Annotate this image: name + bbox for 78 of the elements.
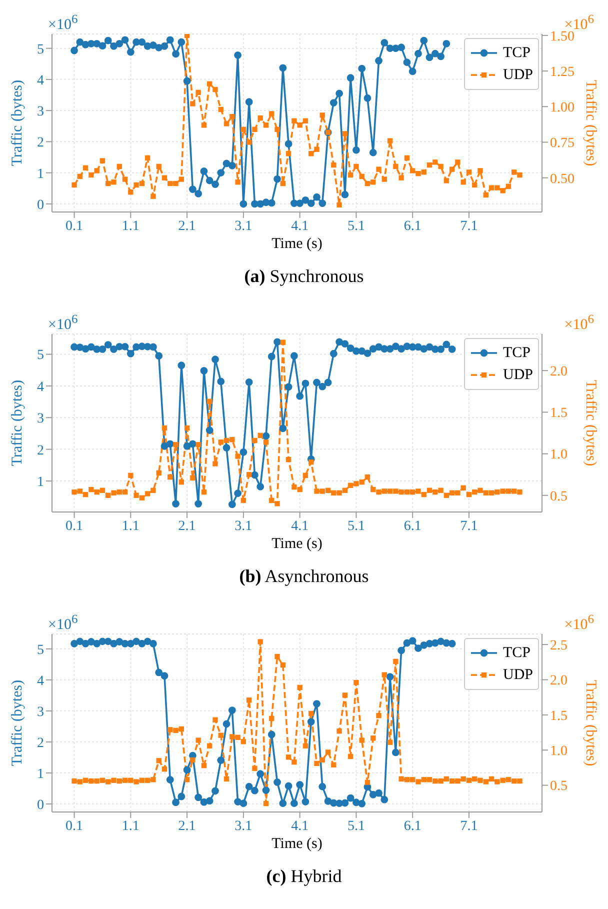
y-axis-title: Traffic (bytes)	[10, 680, 26, 766]
y-tick-label: 3	[37, 104, 44, 120]
y2-tick-label: 1.0	[550, 744, 568, 760]
x-tick-label: 6.1	[404, 218, 422, 234]
x-tick-label: 0.1	[66, 218, 84, 234]
y-tick-label: 5	[37, 42, 44, 58]
text: ×10$^{6}$	[48, 612, 78, 634]
x-axis-title: Time (s)	[270, 236, 324, 253]
y-tick-label: 4	[37, 380, 44, 395]
y-tick-label: 0	[37, 798, 44, 813]
text: (c) Hybrid	[265, 866, 343, 887]
y2-tick-label: 0.50	[550, 172, 574, 187]
y2-tick-label: 1.5	[550, 406, 568, 422]
x-tick-label: 3.1	[234, 518, 252, 534]
y2-tick-label: 1.25	[550, 64, 574, 80]
y-tick-label: 5	[37, 348, 44, 364]
text: ×10$^{6}$	[48, 312, 78, 334]
y-tick-label: 2	[37, 443, 44, 458]
y2-tick-label: 1.00	[550, 100, 574, 116]
legend-label: UDP	[502, 666, 533, 684]
y-tick-label: 0	[37, 198, 44, 213]
x-tick-label: 4.1	[291, 218, 309, 234]
x-tick-label: 3.1	[234, 218, 252, 234]
y2-tick-label: 2.5	[550, 638, 568, 654]
x-tick-label: 1.1	[122, 218, 140, 234]
text: ×10$^{6}$	[564, 612, 594, 634]
y-tick-label: 2	[37, 136, 44, 151]
y2-tick-label: 1.50	[550, 29, 574, 44]
text: (a) Synchronous	[243, 266, 365, 287]
x-tick-label: 0.1	[66, 818, 84, 834]
y2-axis-title: Traffic (bytes)	[582, 380, 598, 466]
legend-label: TCP	[502, 44, 530, 62]
y2-axis-title: Traffic (bytes)	[582, 80, 598, 166]
legend-label: TCP	[502, 644, 530, 662]
x-axis-title: Time (s)	[270, 536, 324, 553]
x-tick-label: 5.1	[347, 818, 365, 834]
y-axis-title: Traffic (bytes)	[10, 80, 26, 166]
legend-label: TCP	[502, 344, 530, 362]
y2-tick-label: 1.5	[550, 708, 568, 724]
text: (b) Asynchronous	[238, 566, 370, 587]
x-tick-label: 5.1	[347, 218, 365, 234]
x-tick-label: 2.1	[178, 818, 196, 834]
y-tick-label: 3	[37, 704, 44, 720]
y-tick-label: 1	[37, 166, 44, 182]
y2-tick-label: 2.0	[550, 674, 568, 689]
y-axis-title: Traffic (bytes)	[10, 380, 26, 466]
y2-tick-label: 2.0	[550, 364, 568, 380]
y-tick-label: 3	[37, 412, 44, 427]
x-tick-label: 6.1	[404, 818, 422, 834]
x-tick-label: 7.1	[460, 518, 478, 534]
x-tick-label: 3.1	[234, 818, 252, 834]
y2-tick-label: 0.5	[550, 489, 568, 504]
y2-tick-label: 0.75	[550, 136, 574, 152]
x-tick-label: 4.1	[291, 518, 309, 534]
x-tick-label: 7.1	[460, 218, 478, 234]
x-tick-label: 1.1	[122, 818, 140, 834]
y2-tick-label: 1.0	[550, 448, 568, 463]
x-tick-label: 5.1	[347, 518, 365, 534]
y-tick-label: 5	[37, 642, 44, 658]
x-tick-label: 4.1	[291, 818, 309, 834]
x-tick-label: 2.1	[178, 218, 196, 234]
text: ×10$^{6}$	[564, 312, 594, 334]
y-tick-label: 2	[37, 736, 44, 751]
legend-label: UDP	[502, 66, 533, 84]
y-tick-label: 4	[37, 674, 44, 689]
y-tick-label: 4	[37, 73, 44, 88]
y2-axis-title: Traffic (bytes)	[582, 680, 598, 766]
x-tick-label: 1.1	[122, 518, 140, 534]
x-axis-title: Time (s)	[270, 836, 324, 853]
x-tick-label: 0.1	[66, 518, 84, 534]
x-tick-label: 7.1	[460, 818, 478, 834]
x-tick-label: 2.1	[178, 518, 196, 534]
text: ×10$^{6}$	[48, 12, 78, 34]
y-tick-label: 1	[37, 766, 44, 782]
legend-label: UDP	[502, 366, 533, 384]
x-tick-label: 6.1	[404, 518, 422, 534]
y2-tick-label: 0.5	[550, 779, 568, 794]
y-tick-label: 1	[37, 474, 44, 490]
